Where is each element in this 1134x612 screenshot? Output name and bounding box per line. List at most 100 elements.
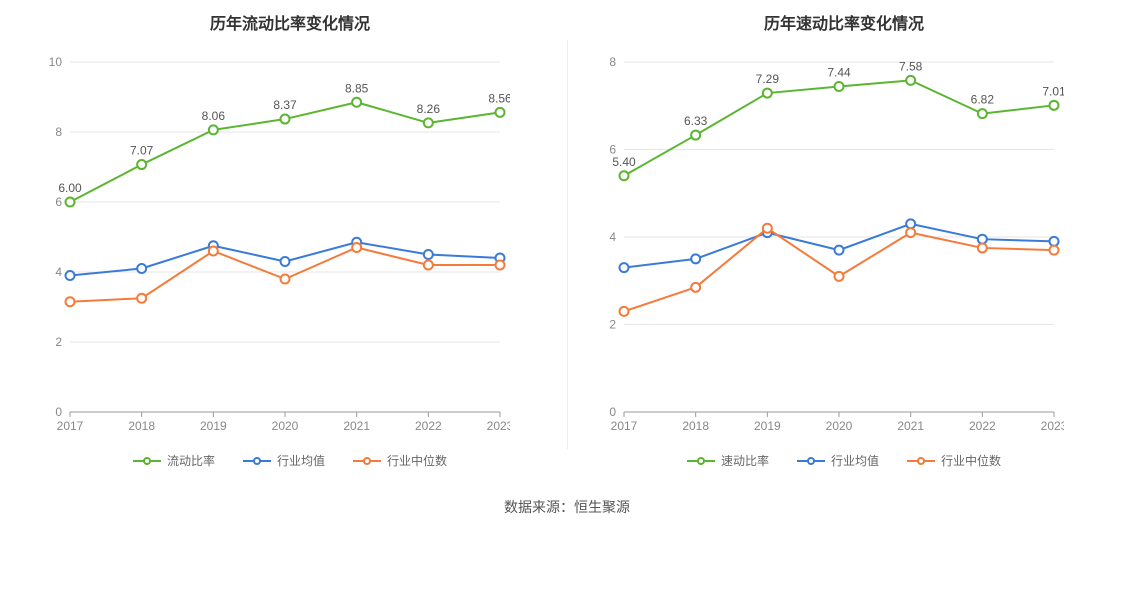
point-label: 8.56 (488, 91, 510, 105)
x-tick-label: 2021 (343, 419, 370, 433)
point-label: 5.40 (612, 155, 636, 169)
series-marker-median (763, 224, 772, 233)
legend-right: 速动比率 行业均值 行业中位数 (584, 452, 1104, 469)
y-tick-label: 4 (55, 265, 62, 279)
y-tick-label: 0 (609, 405, 616, 419)
x-tick-label: 2018 (682, 419, 709, 433)
point-label: 7.44 (827, 66, 851, 80)
point-label: 6.00 (58, 181, 82, 195)
point-label: 7.07 (130, 144, 154, 158)
series-marker-main (281, 115, 290, 124)
point-label: 7.01 (1042, 84, 1064, 98)
legend-item: 行业中位数 (353, 452, 447, 469)
series-marker-main (424, 118, 433, 127)
series-marker-avg (978, 235, 987, 244)
x-tick-label: 2020 (272, 419, 299, 433)
legend-swatch (797, 455, 825, 467)
y-tick-label: 0 (55, 405, 62, 419)
series-marker-avg (424, 250, 433, 259)
y-tick-label: 2 (55, 335, 62, 349)
legend-item: 行业均值 (797, 452, 879, 469)
chart-svg-left: 024681020172018201920202021202220236.007… (30, 42, 510, 442)
series-marker-avg (281, 257, 290, 266)
x-tick-label: 2017 (57, 419, 84, 433)
point-label: 7.58 (899, 59, 923, 73)
legend-left: 流动比率 行业均值 行业中位数 (30, 452, 550, 469)
y-tick-label: 6 (55, 195, 62, 209)
chart-svg-right: 0246820172018201920202021202220235.406.3… (584, 42, 1064, 442)
legend-swatch (907, 455, 935, 467)
x-tick-label: 2018 (128, 419, 155, 433)
legend-label: 行业中位数 (941, 452, 1001, 469)
series-marker-median (66, 297, 75, 306)
series-marker-median (906, 228, 915, 237)
legend-swatch (133, 455, 161, 467)
x-tick-label: 2020 (826, 419, 853, 433)
legend-item: 流动比率 (133, 452, 215, 469)
series-marker-avg (137, 264, 146, 273)
data-source-label: 数据来源：恒生聚源 (0, 497, 1134, 529)
series-marker-main (620, 171, 629, 180)
series-marker-median (209, 247, 218, 256)
series-marker-median (1050, 246, 1059, 255)
y-tick-label: 8 (609, 55, 616, 69)
series-marker-avg (835, 246, 844, 255)
x-tick-label: 2019 (200, 419, 227, 433)
legend-item: 行业中位数 (907, 452, 1001, 469)
panel-divider (567, 40, 568, 449)
series-marker-avg (66, 271, 75, 280)
series-marker-avg (691, 254, 700, 263)
series-marker-main (496, 108, 505, 117)
series-marker-median (835, 272, 844, 281)
legend-swatch (687, 455, 715, 467)
point-label: 8.37 (273, 98, 297, 112)
y-tick-label: 2 (609, 318, 616, 332)
series-marker-main (691, 131, 700, 140)
legend-swatch (243, 455, 271, 467)
legend-swatch (353, 455, 381, 467)
series-marker-avg (620, 263, 629, 272)
legend-label: 流动比率 (167, 452, 215, 469)
legend-label: 行业均值 (831, 452, 879, 469)
x-tick-label: 2019 (754, 419, 781, 433)
series-marker-main (978, 109, 987, 118)
y-tick-label: 8 (55, 125, 62, 139)
point-label: 6.82 (971, 93, 995, 107)
chart-panel-left: 历年流动比率变化情况 0 2 4 6 8 10 2017 2018 2019 2020 2021 20… (30, 10, 550, 469)
point-label: 8.26 (417, 102, 441, 116)
series-marker-main (1050, 101, 1059, 110)
series-marker-median (352, 243, 361, 252)
series-marker-median (137, 294, 146, 303)
legend-item: 行业均值 (243, 452, 325, 469)
series-marker-median (496, 261, 505, 270)
x-tick-label: 2022 (969, 419, 996, 433)
y-tick-label: 4 (609, 230, 616, 244)
legend-item: 速动比率 (687, 452, 769, 469)
series-line-median (624, 228, 1054, 311)
series-marker-main (66, 198, 75, 207)
chart-panel-right: 历年速动比率变化情况 02468201720182019202020212022… (584, 10, 1104, 469)
series-marker-avg (906, 219, 915, 228)
series-marker-main (763, 89, 772, 98)
x-tick-label: 2023 (1041, 419, 1064, 433)
series-marker-main (209, 125, 218, 134)
chart-title-right: 历年速动比率变化情况 (584, 10, 1104, 34)
series-marker-main (906, 76, 915, 85)
point-label: 8.06 (202, 109, 226, 123)
legend-label: 速动比率 (721, 452, 769, 469)
legend-label: 行业均值 (277, 452, 325, 469)
series-marker-avg (1050, 237, 1059, 246)
x-tick-label: 2017 (611, 419, 638, 433)
x-tick-label: 2021 (897, 419, 924, 433)
point-label: 7.29 (756, 72, 780, 86)
point-label: 6.33 (684, 114, 708, 128)
chart-title-left: 历年流动比率变化情况 (30, 10, 550, 34)
series-marker-main (835, 82, 844, 91)
y-tick-label: 10 (49, 55, 63, 69)
point-label: 8.85 (345, 81, 369, 95)
series-marker-main (352, 98, 361, 107)
x-tick-label: 2023 (487, 419, 510, 433)
series-marker-median (978, 243, 987, 252)
series-marker-main (137, 160, 146, 169)
series-marker-median (424, 261, 433, 270)
